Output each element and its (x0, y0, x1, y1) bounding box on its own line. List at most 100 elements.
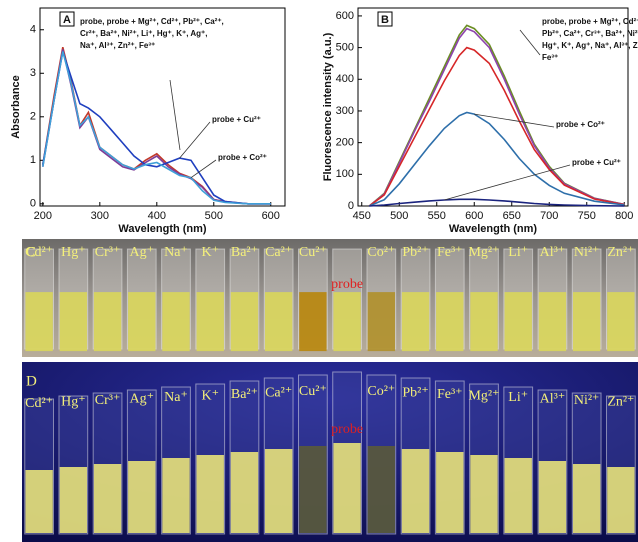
arrow (179, 121, 211, 159)
vial-liquid (470, 292, 498, 352)
ion-label: Fe³⁺ (437, 245, 463, 260)
y-axis-label: Fluorescence intensity (a.u.) (322, 32, 334, 181)
ion-label: Ag⁺ (130, 245, 155, 260)
ion-label: Ag⁺ (130, 392, 155, 407)
vial-liquid (607, 467, 635, 533)
vial-liquid (196, 455, 224, 533)
annotation: Fe³⁺ (542, 53, 558, 62)
ion-label: Mg²⁺ (468, 245, 499, 260)
ion-label: Na⁺ (164, 390, 188, 405)
vial-liquid (538, 461, 567, 533)
series-line (42, 49, 271, 205)
x-tick-label: 500 (390, 210, 408, 222)
ion-label: Cu²⁺ (299, 384, 327, 399)
annotation: Cr²⁺, Ba²⁺, Ni²⁺, Li⁺, Hg⁺, K⁺, Ag⁺, (80, 29, 207, 38)
x-tick-label: 650 (503, 210, 521, 222)
annotation: Pb²⁺, Ca²⁺, Cr³⁺, Ba²⁺, Ni²⁺, Li⁺ (542, 29, 638, 38)
vial-liquid (367, 292, 396, 352)
ion-label: Co²⁺ (367, 245, 395, 260)
vial-liquid (470, 455, 498, 533)
y-tick-label: 2 (30, 111, 36, 123)
arrow (169, 79, 181, 151)
y-tick-label: 400 (336, 73, 354, 85)
annotation: probe, probe + Mg²⁺, Cd²⁺, (542, 17, 638, 26)
y-tick-label: 300 (336, 105, 354, 117)
series-line (42, 51, 271, 205)
x-tick-label: 600 (465, 210, 483, 222)
vial-liquid (162, 292, 190, 352)
ion-label: Cd²⁺ (25, 396, 53, 411)
series-line (369, 198, 625, 207)
panel-box (59, 11, 75, 27)
ion-label: Hg⁺ (61, 395, 86, 410)
vial-liquid (128, 292, 156, 352)
photo-c-bg (22, 239, 638, 357)
x-tick-label: 700 (540, 210, 558, 222)
vial-liquid (264, 292, 293, 352)
x-axis-label: Wavelength (nm) (118, 223, 207, 235)
vial-liquid (230, 292, 259, 352)
x-tick-label: 800 (615, 210, 633, 222)
vial-liquid (59, 292, 88, 352)
y-tick-label: 200 (336, 137, 354, 149)
vial-liquid (333, 443, 361, 533)
panel-label: B (381, 14, 389, 26)
series-line (368, 27, 625, 207)
series-label: probe + Cu²⁺ (572, 158, 621, 167)
y-tick-label: 500 (336, 42, 354, 54)
vial-liquid (401, 449, 430, 533)
vial-liquid (401, 292, 430, 352)
panel-label: D (26, 373, 37, 389)
probe-label: probe (331, 277, 363, 292)
vial-liquid (162, 458, 190, 533)
ion-label: Ca²⁺ (265, 386, 292, 401)
ion-label: Al³⁺ (540, 245, 566, 260)
plot-frame (357, 7, 629, 207)
x-tick-label: 550 (428, 210, 446, 222)
vial-liquid (230, 452, 259, 533)
y-tick-label: 1 (30, 154, 36, 166)
ion-label: Cr³⁺ (95, 393, 121, 408)
ion-label: Ni²⁺ (574, 393, 600, 408)
vial-liquid (196, 292, 224, 352)
arrow (444, 164, 571, 201)
x-tick-label: 200 (34, 210, 52, 222)
ion-label: Li⁺ (508, 390, 528, 405)
vial-liquid (607, 292, 635, 352)
vial-liquid (504, 458, 532, 533)
ion-label: Mg²⁺ (468, 389, 499, 404)
vial-liquid (25, 292, 53, 352)
y-tick-label: 0 (348, 200, 354, 212)
x-axis-label: Wavelength (nm) (449, 223, 538, 235)
annotation: Na⁺, Al³⁺, Zn²⁺, Fe³⁺ (80, 41, 155, 50)
ion-label: Pb²⁺ (402, 386, 428, 401)
ion-label: K⁺ (201, 245, 219, 260)
series-label: probe + Co²⁺ (556, 120, 605, 129)
vial-liquid (299, 446, 327, 533)
vial-liquid (538, 292, 567, 352)
x-tick-label: 450 (353, 210, 371, 222)
x-tick-label: 400 (148, 210, 166, 222)
vial-liquid (93, 464, 122, 533)
ion-label: Ca²⁺ (265, 245, 292, 260)
vial-liquid (436, 452, 464, 533)
ion-label: Co²⁺ (367, 384, 395, 399)
annotation: probe, probe + Mg²⁺, Cd²⁺, Pb²⁺, Ca²⁺, (80, 17, 224, 26)
ion-label: Cu²⁺ (299, 245, 327, 260)
series-label: probe + Co²⁺ (218, 153, 267, 162)
vial-liquid (25, 470, 53, 533)
vial-liquid (504, 292, 532, 352)
ion-label: Zn²⁺ (607, 245, 634, 260)
ion-label: Ba²⁺ (231, 245, 258, 260)
panel-label: C (26, 244, 36, 260)
series-label: probe + Cu²⁺ (212, 115, 261, 124)
ion-label: Ba²⁺ (231, 387, 258, 402)
y-tick-label: 3 (30, 67, 36, 79)
ion-label: Li⁺ (508, 245, 528, 260)
vial-liquid (93, 292, 122, 352)
vial-liquid (299, 292, 327, 352)
arrow (474, 113, 555, 128)
vial-liquid (572, 464, 601, 533)
y-axis-label: Absorbance (10, 75, 22, 139)
